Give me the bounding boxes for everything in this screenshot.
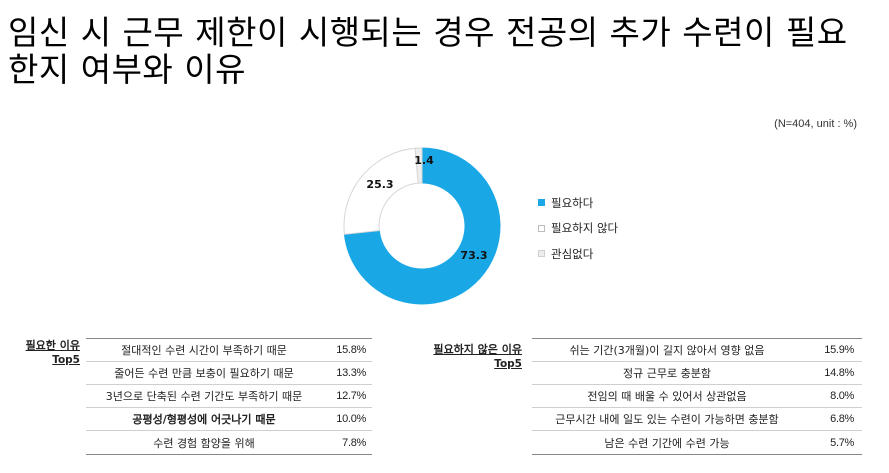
legend-swatch: [538, 250, 545, 257]
reason-value: 6.8%: [830, 413, 854, 425]
donut-slice: [343, 147, 419, 235]
table-row: 전임의 때 배울 수 있어서 상관없음 8.0%: [532, 385, 862, 408]
reason-value: 15.9%: [824, 344, 854, 356]
data-label: 1.4: [414, 154, 434, 167]
table-row: 남은 수련 기간에 수련 가능 5.7%: [532, 431, 862, 454]
left-reasons-table: 절대적인 수련 시간이 부족하기 때문 15.8% 줄어든 수련 만큼 보충이 …: [86, 338, 372, 455]
legend-label: 관심없다: [551, 246, 594, 261]
left-section-label: 필요한 이유 Top5: [10, 339, 80, 367]
reason-text: 공평성/형평성에 어긋나기 때문: [132, 413, 276, 426]
reason-value: 15.8%: [336, 344, 366, 356]
legend: 필요하다 필요하지 않다 관심없다: [538, 196, 618, 273]
legend-label: 필요하다: [551, 195, 594, 210]
table-row: 절대적인 수련 시간이 부족하기 때문 15.8%: [86, 339, 372, 362]
reason-value: 8.0%: [830, 390, 854, 402]
donut-slice: [343, 147, 501, 305]
table-row: 줄어든 수련 만큼 보충이 필요하기 때문 13.3%: [86, 362, 372, 385]
table-row: 공평성/형평성에 어긋나기 때문 10.0%: [86, 408, 372, 431]
reason-value: 10.0%: [336, 413, 366, 425]
reason-value: 13.3%: [336, 367, 366, 379]
legend-item-need: 필요하다: [538, 195, 618, 210]
reason-text: 절대적인 수련 시간이 부족하기 때문: [121, 344, 287, 357]
right-section-label: 필요하지 않은 이유 Top5: [408, 343, 522, 371]
legend-item-no-interest: 관심없다: [538, 246, 618, 261]
table-row: 근무시간 내에 일도 있는 수련이 가능하면 충분함 6.8%: [532, 408, 862, 431]
right-reasons-table: 쉬는 기간(3개월)이 길지 않아서 영향 없음 15.9% 정규 근무로 충분…: [532, 338, 862, 455]
data-label: 25.3: [366, 178, 393, 191]
table-row: 쉬는 기간(3개월)이 길지 않아서 영향 없음 15.9%: [532, 339, 862, 362]
right-section-sub: Top5: [494, 358, 522, 370]
legend-item-not-need: 필요하지 않다: [538, 221, 619, 235]
reason-text: 남은 수련 기간에 수련 가능: [604, 436, 730, 450]
page-title: 임신 시 근무 제한이 시행되는 경우 전공의 추가 수련이 필요한지 여부와 …: [8, 13, 848, 89]
reason-text: 줄어든 수련 만큼 보충이 필요하기 때문: [114, 367, 294, 380]
reason-value: 5.7%: [830, 436, 854, 449]
reason-value: 7.8%: [342, 436, 366, 449]
table-row: 3년으로 단축된 수련 기간도 부족하기 때문 12.7%: [86, 385, 372, 408]
reason-text: 3년으로 단축된 수련 기간도 부족하기 때문: [105, 390, 303, 403]
reason-text: 쉬는 기간(3개월)이 길지 않아서 영향 없음: [569, 344, 765, 357]
sample-note: (N=404, unit : %): [774, 118, 857, 130]
data-label: 73.3: [460, 249, 487, 262]
legend-swatch: [538, 199, 545, 206]
reason-text: 전임의 때 배울 수 있어서 상관없음: [587, 390, 747, 403]
donut-chart: 73.3 25.3 1.4: [343, 147, 501, 305]
donut-slice: [414, 147, 423, 184]
legend-label: 필요하지 않다: [551, 221, 619, 235]
reason-text: 수련 경험 함양을 위해: [153, 436, 255, 450]
table-row: 수련 경험 함양을 위해 7.8%: [86, 431, 372, 454]
reason-text: 근무시간 내에 일도 있는 수련이 가능하면 충분함: [555, 413, 779, 426]
reason-value: 14.8%: [824, 367, 854, 379]
legend-swatch: [538, 224, 545, 232]
table-row: 정규 근무로 충분함 14.8%: [532, 362, 862, 385]
left-section-title: 필요한 이유: [25, 339, 80, 352]
reason-text: 정규 근무로 충분함: [623, 367, 711, 380]
reason-value: 12.7%: [336, 390, 366, 402]
left-section-sub: Top5: [52, 354, 80, 366]
right-section-title: 필요하지 않은 이유: [433, 343, 522, 356]
